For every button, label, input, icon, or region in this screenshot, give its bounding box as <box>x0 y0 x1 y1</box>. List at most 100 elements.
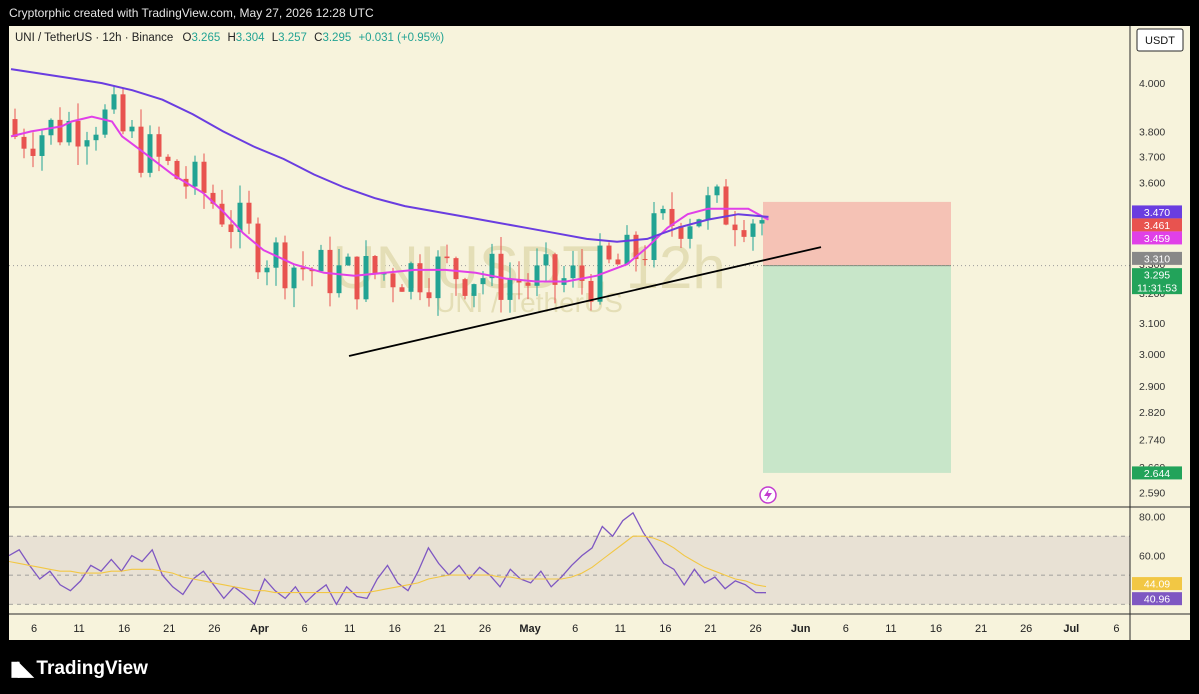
candle-body <box>489 253 495 279</box>
time-tick-label: 6 <box>302 623 308 635</box>
currency-button[interactable] <box>1136 28 1184 52</box>
candle-body <box>246 202 252 224</box>
candle-body <box>147 134 153 173</box>
ma-price-marker-label: 3.459 <box>1144 233 1170 245</box>
time-tick-label: 11 <box>615 623 626 635</box>
candle-body <box>642 259 648 261</box>
candle-body <box>669 208 675 226</box>
ohlc-legend: UNI / TetherUS · 12h · Binance O3.265 H3… <box>15 32 444 44</box>
candle-body <box>282 242 288 289</box>
candle-body <box>165 156 171 161</box>
chart-svg[interactable]: UNIUSDT, 12h UNI / TetherUS 4.0003.8003.… <box>9 26 1190 640</box>
last-price-marker <box>1132 268 1182 295</box>
time-tick-label: 21 <box>434 623 446 635</box>
ma-price-marker <box>1132 205 1182 219</box>
stop-loss-zone <box>763 201 951 266</box>
candle-body <box>210 192 216 204</box>
tradingview-logo-icon: ▮◣ <box>10 658 33 680</box>
price-tick-label: 2.820 <box>1139 407 1165 419</box>
candle-body <box>57 119 63 143</box>
candle-body <box>471 284 477 296</box>
time-tick-label: 26 <box>749 623 761 635</box>
chart-credit: Cryptorphic created with TradingView.com… <box>0 0 1199 26</box>
candle-body <box>435 256 441 299</box>
candle-body <box>570 265 576 279</box>
rsi-band <box>9 536 1130 605</box>
candle-body <box>381 273 387 275</box>
candle-body <box>291 267 297 289</box>
candle-body <box>687 226 693 239</box>
lightning-event-icon[interactable] <box>759 486 777 504</box>
time-tick-label: 11 <box>885 623 896 635</box>
candle-body <box>390 273 396 288</box>
candle-body <box>525 282 531 286</box>
time-tick-label: 11 <box>344 623 355 635</box>
ma-price-marker-label: 3.461 <box>1144 220 1170 232</box>
price-tick-label: 3.700 <box>1139 151 1165 163</box>
price-tick-label: 4.000 <box>1139 78 1165 90</box>
rsi-tick-label: 60.00 <box>1139 551 1165 563</box>
price-tick-label: 3.000 <box>1139 349 1165 361</box>
candle-body <box>408 263 414 292</box>
ma-fast-line <box>10 115 769 283</box>
time-tick-label: 6 <box>1113 623 1119 635</box>
candle-body <box>255 223 261 273</box>
footer-bar <box>0 640 1199 694</box>
take-profit-zone <box>763 265 951 473</box>
candle-body <box>759 220 765 224</box>
time-tick-label: 21 <box>163 623 175 635</box>
price-tick-label: 3.800 <box>1139 126 1165 138</box>
price-tick-label: 2.740 <box>1139 434 1165 446</box>
candle-body <box>318 249 324 272</box>
time-tick-label: 16 <box>389 623 401 635</box>
time-tick-label: 16 <box>930 623 942 635</box>
legend-symbol: UNI / TetherUS · 12h · Binance <box>15 32 173 44</box>
time-tick-label: 26 <box>1020 623 1032 635</box>
candle-body <box>120 94 126 132</box>
candle-body <box>579 265 585 281</box>
price-tick-label: 2.590 <box>1139 487 1165 499</box>
candle-body <box>660 208 666 214</box>
time-tick-label: 11 <box>73 623 84 635</box>
candle-body <box>534 265 540 286</box>
countdown-label: 11:31:53 <box>1137 283 1177 295</box>
candle-body <box>174 160 180 179</box>
time-tick-label: Apr <box>250 623 270 635</box>
ma-slow-line <box>10 68 769 243</box>
ascending-trendline <box>348 246 822 357</box>
candle-body <box>480 278 486 285</box>
candle-body <box>750 223 756 237</box>
time-tick-label: May <box>519 623 541 635</box>
candle-body <box>543 254 549 266</box>
candle-body <box>417 263 423 293</box>
time-tick-label: 26 <box>208 623 220 635</box>
time-tick-label: 26 <box>479 623 491 635</box>
level-price-marker-label: 3.310 <box>1144 253 1170 265</box>
time-tick-label: 6 <box>31 623 37 635</box>
currency-label: USDT <box>1145 35 1175 47</box>
candle-body <box>156 134 162 157</box>
candle-body <box>354 256 360 300</box>
candle-body <box>399 287 405 292</box>
candle-body <box>66 120 72 143</box>
tradingview-logo[interactable]: ▮◣ TradingView <box>10 656 148 681</box>
candle-body <box>372 256 378 274</box>
time-tick-label: 16 <box>659 623 671 635</box>
candle-body <box>516 279 522 283</box>
rsi-tick-label: 80.00 <box>1139 512 1165 524</box>
candle-body <box>39 135 45 156</box>
rsi-marker-label: 40.96 <box>1144 594 1170 606</box>
candle-body <box>12 119 18 137</box>
ma-price-marker <box>1132 218 1182 232</box>
ma-price-marker <box>1132 231 1182 245</box>
candle-body <box>732 224 738 231</box>
rsi-line <box>9 511 767 606</box>
candle-body <box>615 259 621 265</box>
last-price-marker-label: 3.295 <box>1144 270 1170 282</box>
candle-body <box>192 161 198 187</box>
candle-body <box>363 256 369 300</box>
chart-frame[interactable]: UNIUSDT, 12h UNI / TetherUS 4.000 3.800 3.… <box>9 26 1190 640</box>
candle-body <box>93 134 99 141</box>
candle-body <box>75 120 81 147</box>
rsi-ma-marker-label: 44.09 <box>1144 579 1170 591</box>
